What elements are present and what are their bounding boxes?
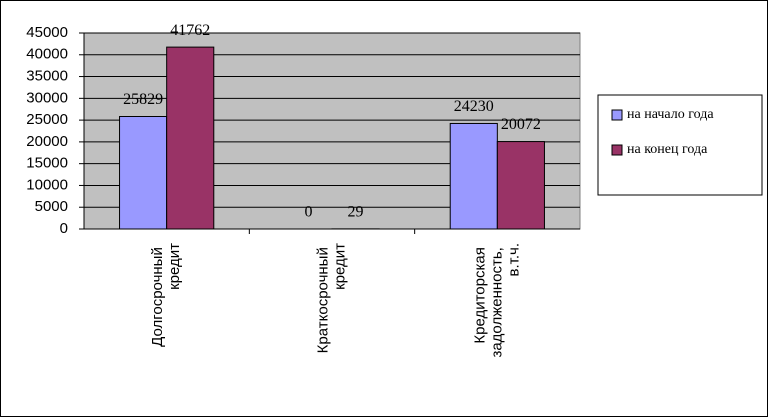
- x-tick-label-line: Кредиторская: [471, 243, 488, 344]
- y-tick-label: 20000: [26, 133, 68, 150]
- y-tick-label: 5000: [35, 198, 68, 215]
- y-tick-label: 15000: [26, 155, 68, 172]
- legend-label: на начало года: [627, 107, 714, 122]
- data-label: 0: [304, 204, 312, 221]
- x-tick-label: Долгосрочный кредит: [149, 243, 183, 347]
- legend-swatch: [611, 109, 623, 121]
- bar: [166, 46, 215, 230]
- x-tick-label-line: задолженность,: [488, 243, 505, 358]
- y-tick-label: 40000: [26, 46, 68, 63]
- legend-box: [597, 94, 763, 196]
- data-label: 20072: [501, 116, 541, 133]
- data-label: 25829: [123, 91, 163, 108]
- bar: [496, 141, 545, 230]
- x-tick-label-line: в.т.ч.: [505, 243, 522, 277]
- y-tick-label: 25000: [26, 111, 68, 128]
- bar: [449, 122, 498, 230]
- data-label: 24230: [454, 98, 494, 115]
- legend-swatch: [611, 144, 623, 156]
- data-label: 29: [348, 204, 364, 221]
- x-tick-label-line: Краткосрочный: [314, 243, 331, 353]
- x-tick-label-line: кредит: [331, 243, 348, 290]
- bar: [119, 116, 168, 230]
- y-tick-label: 35000: [26, 68, 68, 85]
- y-tick-label: 10000: [26, 176, 68, 193]
- y-tick-label: 30000: [26, 89, 68, 106]
- y-tick-label: 45000: [26, 24, 68, 41]
- x-tick-label: Кредиторская задолженность, в.т.ч.: [471, 243, 522, 358]
- y-tick-label: 0: [60, 220, 68, 237]
- data-label: 41762: [170, 22, 210, 39]
- x-tick-label-line: Долгосрочный: [149, 243, 166, 347]
- legend-label: на конец года: [627, 142, 708, 157]
- x-tick-label-line: кредит: [166, 243, 183, 290]
- x-tick-label: Краткосрочный кредит: [314, 243, 348, 353]
